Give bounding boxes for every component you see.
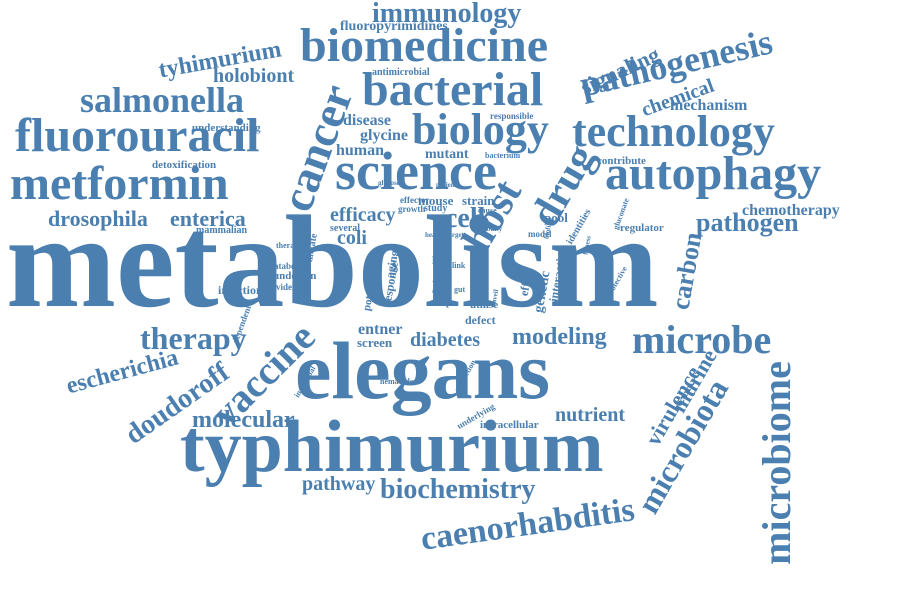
word-metformin: metformin: [10, 157, 229, 210]
word-human: human: [336, 142, 385, 159]
word-diet: diet: [432, 285, 450, 297]
word-autophagy: autophagy: [605, 147, 822, 200]
word-escherichia: escherichia: [63, 344, 182, 400]
word-defect: defect: [465, 313, 496, 327]
word-entner: entner: [358, 321, 403, 338]
word-model: model: [528, 229, 552, 239]
word-pathogen: pathogen: [696, 208, 799, 237]
word-pool: pool: [544, 210, 568, 225]
word-immunology: immunology: [372, 0, 522, 29]
word-cause: cause: [478, 206, 497, 215]
word-patient: patient: [436, 181, 457, 189]
word-detoxification: detoxification: [152, 159, 217, 171]
word-glycine: glycine: [360, 127, 408, 144]
word-dntp: dntp: [430, 296, 453, 308]
word-understanding: understanding: [192, 122, 261, 134]
word-catabolic: catabolic: [270, 261, 305, 271]
word-therapy: therapy: [140, 320, 247, 356]
word-molecular: molecular: [192, 407, 295, 433]
word-enterica: enterica: [170, 206, 246, 231]
word-life: life: [432, 253, 448, 267]
word-strain: strain: [462, 193, 495, 208]
word-contribute: contribute: [597, 155, 646, 167]
word-coli: coli: [337, 227, 367, 249]
word-evidence: evidence: [272, 282, 305, 292]
word-antimicrobial: antimicrobial: [372, 67, 430, 78]
word-biochemistry: biochemistry: [380, 474, 536, 505]
word-science: science: [335, 141, 497, 201]
word-metabolism: metabolism: [6, 188, 659, 335]
word-gut: gut: [454, 285, 466, 294]
word-disease: disease: [343, 112, 391, 129]
word-elegans: elegans: [295, 325, 551, 416]
word-holobiont: holobiont: [213, 65, 295, 87]
word-technology: technology: [572, 107, 775, 156]
word-intracellular: intracellular: [480, 419, 539, 431]
word-underpin: underpin: [273, 270, 317, 282]
word-modeling: modeling: [512, 324, 607, 350]
word-regulator: regulator: [620, 222, 664, 234]
word-biomedicine: biomedicine: [300, 19, 548, 72]
word-microbiome: microbiome: [753, 361, 799, 565]
word-glucose: glucose: [378, 179, 400, 187]
word-cell: cell: [445, 203, 486, 234]
word-mouse: mouse: [418, 193, 454, 208]
word-mutant: mutant: [425, 147, 469, 162]
word-link: link: [452, 261, 466, 270]
word-utilise: utilise: [470, 299, 499, 311]
word-mammalian: mammalian: [196, 225, 248, 236]
word-bacterium: bacterium: [485, 151, 521, 160]
word-study: study: [424, 203, 448, 214]
word-drosophila: drosophila: [48, 206, 148, 231]
word-infection: infection: [218, 283, 263, 297]
word-biology: biology: [412, 105, 549, 154]
word-stability: stability: [478, 225, 503, 233]
word-growth: growth: [398, 204, 426, 214]
word-nutrient: nutrient: [555, 404, 625, 426]
word-salmonella: salmonella: [80, 80, 245, 120]
word-fluoropyrimidines: fluoropyrimidines: [340, 19, 448, 34]
word-therapies: therapies: [276, 241, 308, 250]
word-responsible: responsible: [490, 111, 534, 121]
word-diabetes: diabetes: [410, 329, 480, 351]
word-bacterial: bacterial: [362, 63, 544, 116]
word-target: target: [446, 231, 464, 239]
word-fluorouracil: fluorouracil: [15, 109, 260, 162]
word-chemotherapy: chemotherapy: [742, 202, 840, 219]
word-efficacy: efficacy: [330, 204, 396, 226]
word-health: health: [425, 231, 444, 239]
word-screen: screen: [357, 335, 393, 350]
word-nematode: nematode: [380, 377, 414, 386]
word-pathway: pathway: [302, 473, 376, 495]
word-microbe: microbe: [632, 317, 772, 362]
word-carbon: carbon: [665, 229, 708, 312]
word-effector: effector: [400, 195, 430, 205]
word-mechanism: mechanism: [670, 97, 748, 114]
word-typhimurium: typhimurium: [180, 406, 604, 488]
word-several: several: [330, 223, 360, 234]
